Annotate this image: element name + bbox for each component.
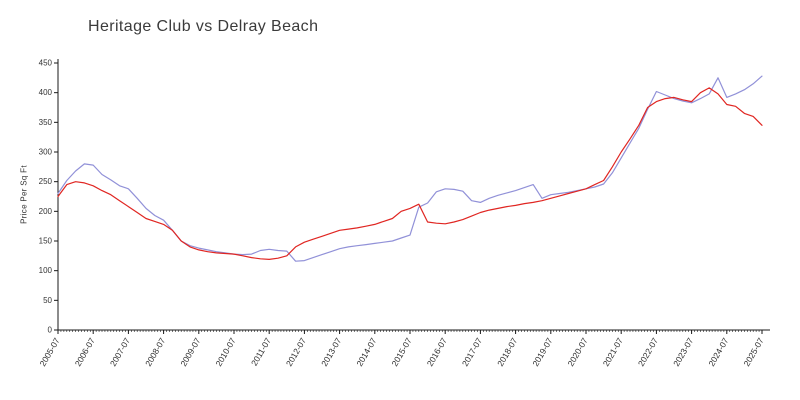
y-tick-label: 450 <box>39 59 53 68</box>
x-tick-label: 2024-07 <box>706 336 730 368</box>
y-tick-label: 50 <box>43 296 52 305</box>
x-tick-label: 2005-07 <box>37 336 61 368</box>
x-tick-label: 2017-07 <box>460 336 484 368</box>
y-tick-label: 0 <box>48 326 53 335</box>
x-tick-label: 2006-07 <box>73 336 97 368</box>
x-tick-label: 2011-07 <box>249 336 273 368</box>
x-tick-label: 2025-07 <box>741 336 765 368</box>
y-tick-label: 250 <box>39 177 53 186</box>
x-tick-label: 2022-07 <box>636 336 660 368</box>
chart-title: Heritage Club vs Delray Beach <box>88 18 319 35</box>
x-tick-label: 2015-07 <box>389 336 413 368</box>
x-tick-label: 2016-07 <box>425 336 449 368</box>
x-tick-label: 2012-07 <box>284 336 308 368</box>
x-tick-label: 2023-07 <box>671 336 695 368</box>
x-tick-label: 2021-07 <box>601 336 625 368</box>
y-tick-label: 100 <box>39 266 53 275</box>
x-tick-label: 2018-07 <box>495 336 519 368</box>
x-tick-label: 2013-07 <box>319 336 343 368</box>
x-tick-label: 2008-07 <box>143 336 167 368</box>
y-tick-label: 350 <box>39 118 53 127</box>
series-line-delray-beach <box>57 87 763 260</box>
x-tick-label: 2020-07 <box>565 336 589 368</box>
x-tick-label: 2007-07 <box>108 336 132 368</box>
series-line-heritage-club <box>57 75 763 262</box>
y-tick-label: 200 <box>39 207 53 216</box>
x-tick-label: 2019-07 <box>530 336 554 368</box>
y-tick-label: 150 <box>39 237 53 246</box>
x-tick-label: 2010-07 <box>213 336 237 368</box>
x-tick-label: 2014-07 <box>354 336 378 368</box>
y-tick-label: 400 <box>39 88 53 97</box>
x-tick-label: 2009-07 <box>178 336 202 368</box>
y-tick-label: 300 <box>39 148 53 157</box>
